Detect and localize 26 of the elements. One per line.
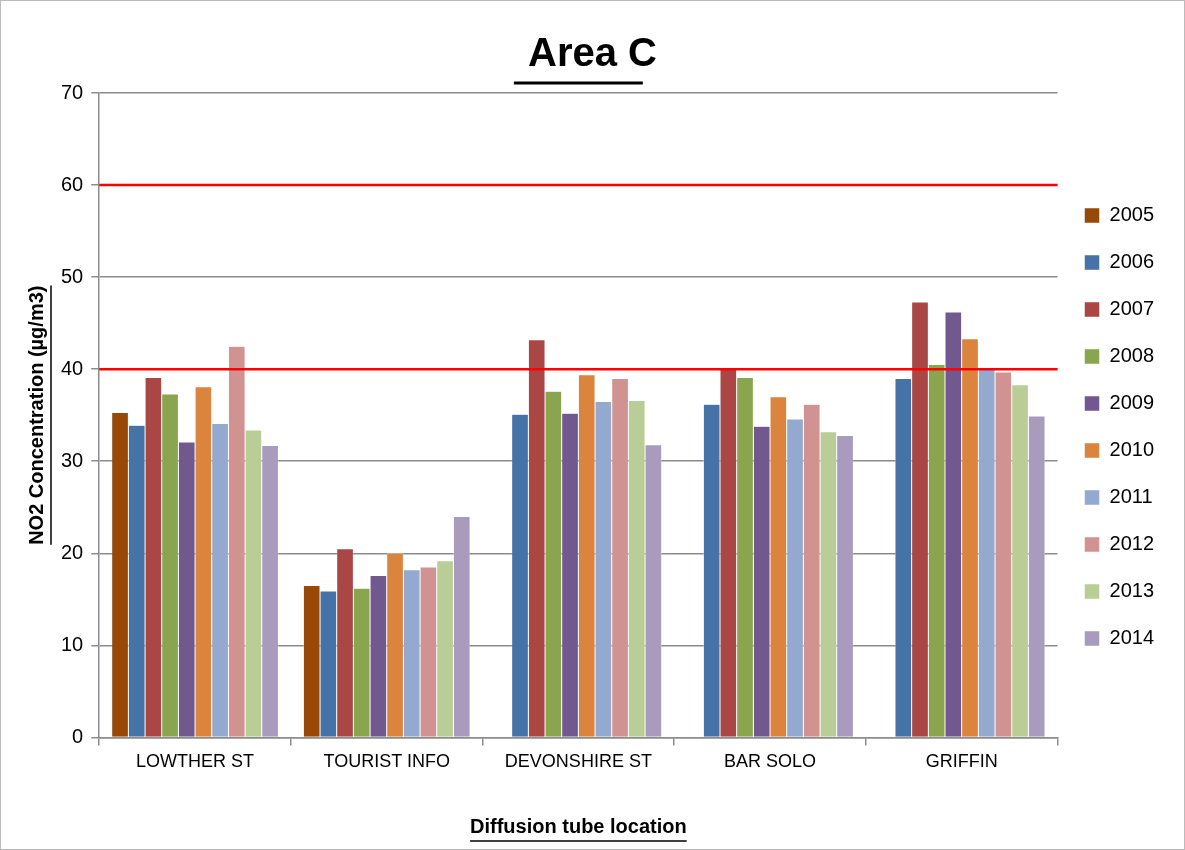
x-tick-label: TOURIST INFO xyxy=(323,751,450,772)
legend-label: 2010 xyxy=(1109,438,1155,461)
legend-label: 2007 xyxy=(1109,297,1155,320)
y-axis-title: NO2 Concentration (µg/m3) xyxy=(24,285,47,545)
x-axis-title: Diffusion tube location xyxy=(470,814,687,837)
y-tick-label: 70 xyxy=(61,80,84,103)
x-tick-label: GRIFFIN xyxy=(925,751,998,772)
y-tick-label: 0 xyxy=(72,724,84,747)
x-tick-label: DEVONSHIRE ST xyxy=(504,751,652,772)
chart-title: Area C xyxy=(528,30,657,75)
legend-label: 2008 xyxy=(1109,344,1155,367)
x-tick-label: BAR SOLO xyxy=(724,751,817,772)
legend-label: 2013 xyxy=(1109,579,1155,602)
legend-label: 2012 xyxy=(1109,532,1155,555)
y-tick-label: 10 xyxy=(61,632,84,655)
y-tick-label: 40 xyxy=(61,356,84,379)
legend-label: 2006 xyxy=(1109,250,1155,273)
y-tick-label: 50 xyxy=(61,264,84,287)
legend-label: 2005 xyxy=(1109,203,1155,226)
legend-label: 2009 xyxy=(1109,391,1155,414)
x-tick-label: LOWTHER ST xyxy=(136,751,255,772)
y-tick-label: 60 xyxy=(61,172,84,195)
y-tick-label: 30 xyxy=(61,448,84,471)
legend-label: 2011 xyxy=(1109,485,1153,508)
legend-label: 2014 xyxy=(1109,626,1155,649)
y-tick-label: 20 xyxy=(61,540,84,563)
